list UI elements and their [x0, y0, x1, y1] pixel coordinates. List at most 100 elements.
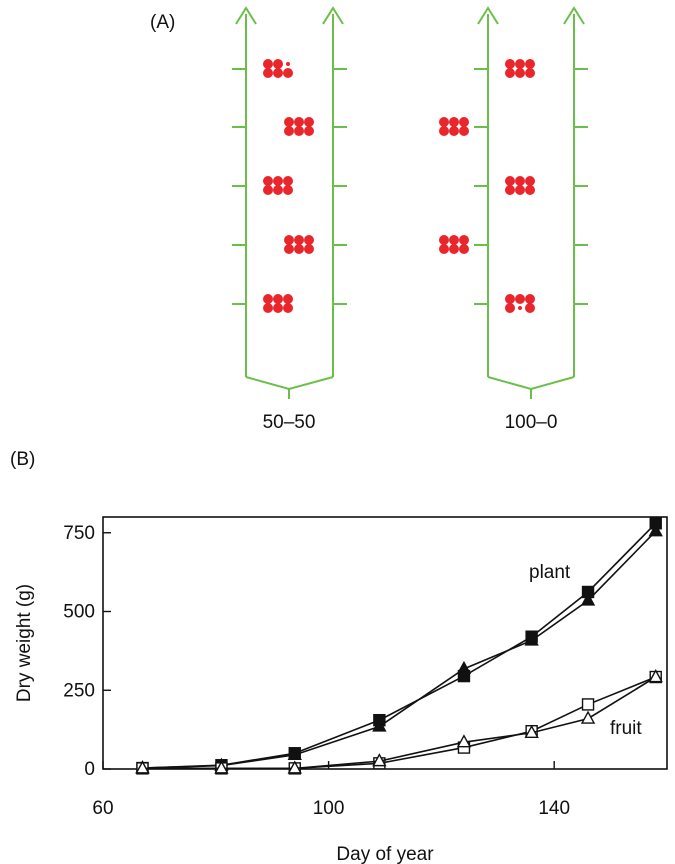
fruit-dot: [263, 303, 273, 313]
fruit-dot: [304, 235, 314, 245]
y-tick-label: 0: [84, 759, 95, 780]
fruit-annotation: fruit: [610, 718, 642, 739]
arrow-head-icon: [235, 6, 257, 25]
fruit-dot: [525, 59, 535, 69]
fruit-dot: [505, 176, 515, 186]
arrow-head-icon: [563, 6, 585, 25]
fruit-dot: [505, 185, 515, 195]
fruit-dot: [294, 117, 304, 127]
fruit-dot: [449, 244, 459, 254]
fruit-dot: [515, 176, 525, 186]
fruit-dot: [283, 68, 293, 78]
fruit-dot: [459, 244, 469, 254]
fruit-dot: [273, 176, 283, 186]
series-group: [135, 517, 663, 775]
fruit-dot: [515, 68, 525, 78]
plant-label: 50–50: [263, 412, 316, 433]
data-point: [580, 592, 596, 606]
fruit-dot: [284, 126, 294, 136]
data-point: [456, 660, 472, 675]
base-join: [245, 376, 334, 391]
fruit-cluster: [263, 176, 293, 195]
fruit-dot: [505, 68, 515, 78]
data-point: [372, 753, 387, 767]
fruit-dot: [439, 235, 449, 245]
series-line: [142, 676, 657, 770]
fruit-dot: [525, 176, 535, 186]
fruit-dot: [515, 294, 525, 304]
panel-a-plant-diagram: (A) 50–50 100–0: [150, 6, 588, 433]
fruit-dot: [459, 126, 469, 136]
fruit-dot: [294, 126, 304, 136]
data-point: [580, 710, 596, 724]
arrow-head-icon: [477, 6, 499, 25]
arrow-head-icon: [322, 6, 344, 25]
fruit-dot: [449, 117, 459, 127]
data-point: [135, 760, 150, 774]
data-point: [287, 746, 302, 761]
fruit-dot: [263, 59, 273, 69]
y-tick-label: 500: [63, 602, 95, 623]
axis-ticks: 0 250 500 750 60 100 140: [63, 523, 570, 819]
fruit-dot: [286, 62, 290, 66]
series-open-triangle: [135, 669, 663, 774]
fruit-cluster: [263, 294, 293, 313]
fruit-cluster: [263, 59, 293, 78]
fruit-cluster: [505, 59, 535, 78]
fruit-dot: [439, 244, 449, 254]
plants-group: 50–50 100–0: [232, 6, 588, 433]
fruit-dot: [284, 117, 294, 127]
data-point: [214, 760, 229, 774]
data-point: [524, 724, 539, 738]
series-line: [142, 676, 657, 770]
fruit-dot: [304, 244, 314, 254]
fruit-dot: [304, 117, 314, 127]
fruit-dot: [505, 303, 515, 313]
fruit-dot: [439, 126, 449, 136]
panel-a-label: (A): [150, 12, 175, 33]
fruit-dot: [284, 235, 294, 245]
fruit-cluster: [439, 235, 469, 254]
plant-1: 50–50: [232, 6, 347, 433]
x-tick-label: 140: [538, 798, 570, 819]
fruit-dot: [505, 294, 515, 304]
y-axis-label: Dry weight (g): [14, 584, 35, 702]
x-tick-label: 60: [92, 798, 113, 819]
fruit-dot: [518, 306, 522, 310]
data-point: [456, 734, 472, 748]
fruit-dot: [283, 303, 293, 313]
fruit-dot: [263, 176, 273, 186]
fruit-dot: [283, 176, 293, 186]
fruit-dot: [263, 185, 273, 195]
data-point: [648, 523, 663, 537]
base-join: [487, 376, 575, 391]
fruit-dot: [273, 294, 283, 304]
fruit-dot: [273, 303, 283, 313]
fruit-dot: [449, 126, 459, 136]
y-tick-label: 750: [63, 523, 95, 544]
fruit-dot: [283, 294, 293, 304]
fruit-dot: [525, 303, 535, 313]
fruit-dot: [439, 117, 449, 127]
fruit-cluster: [505, 294, 535, 313]
data-point: [287, 760, 302, 774]
fruit-dot: [294, 235, 304, 245]
fruit-dot: [525, 68, 535, 78]
plant-annotation: plant: [529, 562, 571, 583]
fruit-dot: [449, 235, 459, 245]
series-line: [142, 530, 657, 769]
series-filled-square: [136, 517, 662, 775]
fruit-dot: [459, 117, 469, 127]
data-point: [524, 632, 539, 646]
fruit-dot: [515, 185, 525, 195]
fruit-dot: [525, 185, 535, 195]
plant-2: 100–0: [439, 6, 588, 433]
fruit-dot: [273, 68, 283, 78]
fruit-dot: [273, 59, 283, 69]
fruit-cluster: [284, 235, 314, 254]
series-line: [142, 522, 657, 769]
panel-b-label: (B): [10, 449, 35, 470]
y-tick-label: 250: [63, 680, 95, 701]
fruit-dot: [263, 68, 273, 78]
